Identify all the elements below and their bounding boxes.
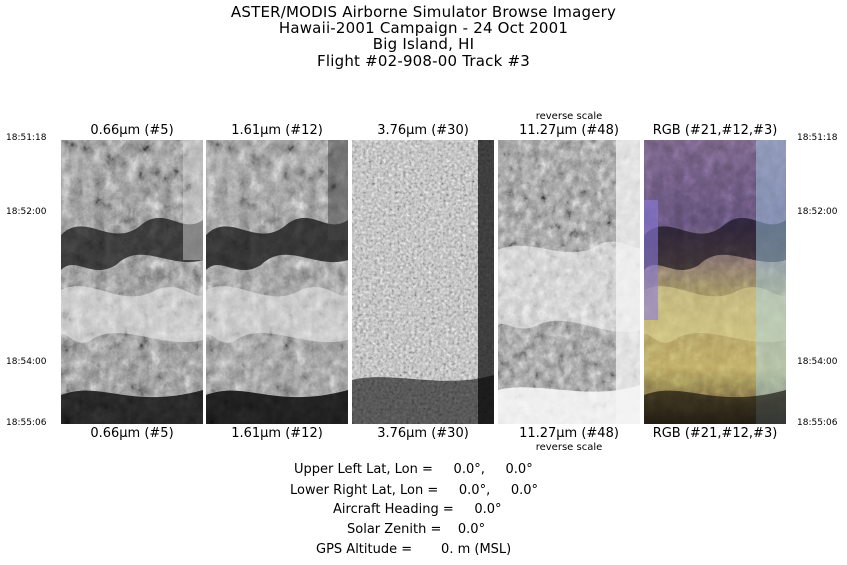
panel-label-bottom-2: 1.61μm (#12) (231, 426, 323, 441)
reverse-scale-note-top: reverse scale (535, 111, 603, 122)
time-label-left-4: 18:55:06 (6, 418, 47, 428)
panel-label-top-3: 3.76μm (#30) (377, 123, 469, 138)
image-panel-3-76um (352, 140, 494, 424)
grayscale-image-066 (61, 140, 203, 424)
grayscale-image-376 (352, 140, 494, 424)
image-panel-rgb (644, 140, 786, 424)
upper-left-lat-lon: Upper Left Lat, Lon = 0.0°, 0.0° (294, 462, 533, 477)
time-label-left-2: 18:52:00 (6, 207, 47, 217)
image-panel-0-66um (61, 140, 203, 424)
title-line-2: Hawaii-2001 Campaign - 24 Oct 2001 (278, 19, 569, 37)
rgb-composite-image (644, 140, 786, 424)
grayscale-image-161 (206, 140, 348, 424)
panel-label-bottom-3: 3.76μm (#30) (377, 426, 469, 441)
panel-label-top-4: 11.27μm (#48) (519, 123, 619, 138)
time-label-right-1: 18:51:18 (797, 133, 838, 143)
time-label-left-3: 18:54:00 (6, 357, 47, 367)
aircraft-heading: Aircraft Heading = 0.0° (333, 502, 502, 517)
time-label-left-1: 18:51:18 (6, 133, 47, 143)
image-panel-11-27um (498, 140, 640, 424)
panel-label-bottom-5: RGB (#21,#12,#3) (652, 426, 778, 441)
title-line-1: ASTER/MODIS Airborne Simulator Browse Im… (230, 3, 617, 21)
reverse-scale-note-bottom: reverse scale (535, 442, 603, 453)
time-label-right-3: 18:54:00 (797, 357, 838, 367)
lower-right-lat-lon: Lower Right Lat, Lon = 0.0°, 0.0° (290, 483, 539, 498)
image-panel-1-61um (206, 140, 348, 424)
grayscale-image-1127 (498, 140, 640, 424)
time-label-right-2: 18:52:00 (797, 207, 838, 217)
panel-label-bottom-1: 0.66μm (#5) (90, 426, 174, 441)
panel-label-top-1: 0.66μm (#5) (90, 123, 174, 138)
panel-label-top-2: 1.61μm (#12) (231, 123, 323, 138)
panel-label-bottom-4: 11.27μm (#48) (519, 426, 619, 441)
title-line-3: Big Island, HI (372, 35, 475, 53)
solar-zenith: Solar Zenith = 0.0° (347, 522, 486, 537)
title-line-4: Flight #02-908-00 Track #3 (317, 52, 530, 70)
gps-altitude: GPS Altitude = 0. m (MSL) (316, 542, 512, 557)
time-label-right-4: 18:55:06 (797, 418, 838, 428)
panel-label-top-5: RGB (#21,#12,#3) (652, 123, 778, 138)
